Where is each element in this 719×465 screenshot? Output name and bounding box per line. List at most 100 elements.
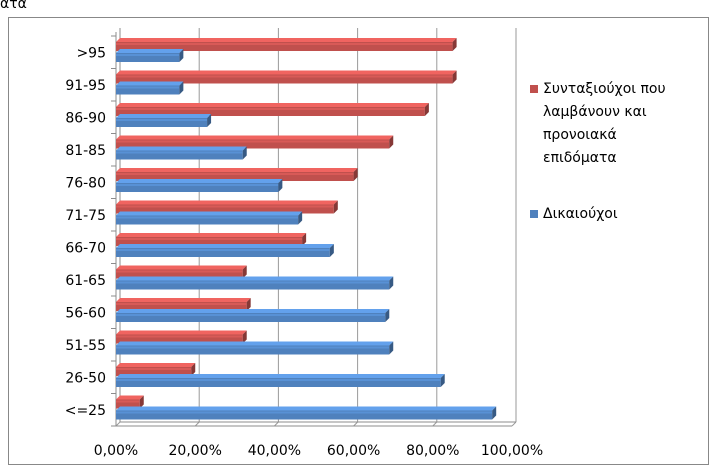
bar-beneficiaries — [116, 211, 303, 225]
bar-highlight — [116, 184, 279, 186]
category-label: 76-80 — [65, 175, 106, 191]
bar-top-face — [116, 114, 212, 118]
bar-beneficiaries — [116, 309, 390, 322]
bar-top-face — [116, 168, 358, 172]
bar-side-face — [139, 395, 144, 409]
bar-top-face — [116, 49, 184, 53]
legend-label: Συνταξιούχοι που — [543, 81, 666, 97]
category-label: 51-55 — [65, 338, 106, 354]
bar-pensioners — [116, 135, 394, 149]
bar-highlight — [116, 205, 334, 208]
category-label: 91-95 — [65, 78, 106, 94]
bar-top-face — [116, 276, 394, 281]
bar-front-face — [116, 118, 208, 127]
bar-top-face — [116, 309, 390, 313]
bar-front-face — [116, 74, 453, 84]
bar-side-face — [207, 114, 212, 127]
bar-top-face — [116, 70, 457, 75]
bar-front-face — [116, 139, 390, 149]
bar-front-face — [116, 85, 180, 95]
category-label: 26-50 — [65, 370, 106, 386]
bar-front-face — [116, 367, 192, 376]
bar-highlight — [116, 216, 299, 219]
bar-highlight — [116, 281, 390, 284]
bar-front-face — [116, 172, 354, 181]
bar-pensioners — [116, 168, 358, 181]
bar-side-face — [329, 244, 334, 257]
category-label: 66-70 — [65, 240, 106, 256]
bar-highlight — [116, 43, 453, 45]
bar-front-face — [116, 280, 390, 290]
bar-pensioners — [116, 265, 247, 279]
bar-side-face — [385, 309, 390, 322]
bar-beneficiaries — [116, 49, 184, 62]
bar-front-face — [116, 204, 334, 214]
bar-highlight — [116, 75, 453, 78]
bar-side-face — [278, 179, 283, 192]
bar-top-face — [116, 146, 247, 151]
bar-pensioners — [116, 38, 457, 51]
bar-highlight — [116, 303, 247, 305]
bar-front-face — [116, 302, 247, 311]
bar-side-face — [452, 38, 457, 51]
floor-gridline — [274, 421, 279, 427]
bar-front-face — [116, 248, 330, 257]
bar-highlight — [116, 411, 493, 414]
bar-highlight — [116, 368, 192, 370]
x-tick-label: 40,00% — [248, 443, 301, 459]
bar-highlight — [116, 314, 386, 316]
x-tick-label: 20,00% — [169, 443, 222, 459]
x-tick-label: 60,00% — [327, 443, 380, 459]
bar-highlight — [116, 249, 330, 251]
bar-pensioners — [116, 363, 196, 376]
bars — [116, 38, 497, 420]
bar-highlight — [116, 86, 180, 89]
legend-label: Δικαιούχοι — [543, 206, 618, 222]
legend-label: λαμβάνουν και — [543, 104, 647, 120]
bar-front-face — [116, 410, 493, 420]
floor-gridline — [353, 421, 358, 427]
bar-highlight — [116, 379, 441, 381]
bar-highlight — [116, 151, 243, 154]
bar-side-face — [389, 135, 394, 149]
bar-highlight — [116, 108, 425, 110]
bar-top-face — [116, 298, 251, 302]
bar-top-face — [116, 374, 445, 378]
category-label: <=25 — [65, 403, 106, 419]
bar-top-face — [116, 233, 307, 237]
bar-front-face — [116, 345, 390, 355]
bar-front-face — [116, 334, 243, 344]
x-tick-label: 100,00% — [481, 443, 543, 459]
bar-top-face — [116, 395, 144, 400]
bar-beneficiaries — [116, 244, 334, 257]
bar-side-face — [424, 103, 429, 116]
bar-side-face — [191, 363, 196, 376]
bar-top-face — [116, 135, 394, 140]
bar-highlight — [116, 238, 303, 240]
bar-top-face — [116, 330, 247, 335]
bar-front-face — [116, 183, 279, 192]
category-label: 86-90 — [65, 110, 106, 126]
bar-front-face — [116, 378, 441, 387]
bar-top-face — [116, 211, 303, 216]
bar-highlight — [116, 54, 180, 56]
bar-side-face — [440, 374, 445, 387]
bar-side-face — [492, 406, 497, 420]
bar-front-face — [116, 237, 303, 246]
floor-gridline — [194, 421, 200, 427]
bar-side-face — [242, 265, 247, 279]
bar-side-face — [452, 70, 457, 84]
bar-highlight — [116, 400, 140, 403]
bar-top-face — [116, 341, 394, 346]
bar-pensioners — [116, 330, 247, 344]
legend-label: επιδόματα — [543, 150, 617, 166]
bar-front-face — [116, 269, 243, 279]
x-tick-label: 80,00% — [406, 443, 459, 459]
category-label: >95 — [76, 45, 106, 61]
bar-side-face — [302, 233, 307, 246]
bar-highlight — [116, 140, 390, 143]
bar-front-face — [116, 42, 453, 51]
bar-top-face — [116, 200, 338, 205]
